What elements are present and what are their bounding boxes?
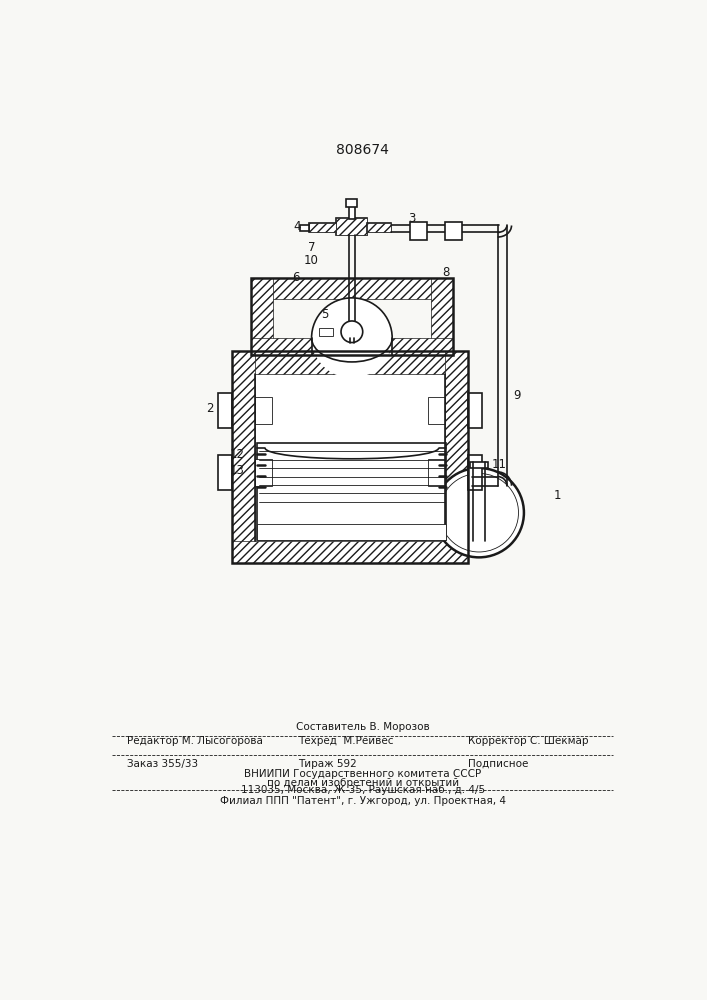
Circle shape xyxy=(312,298,392,378)
Bar xyxy=(257,443,446,540)
Text: 11: 11 xyxy=(491,458,506,471)
Text: 12: 12 xyxy=(230,448,245,461)
Text: по делам изобретений и открытий: по делам изобретений и открытий xyxy=(267,778,459,788)
Text: 7: 7 xyxy=(308,241,315,254)
Text: Заказ 355/33: Заказ 355/33 xyxy=(127,759,198,769)
Bar xyxy=(337,218,368,235)
Bar xyxy=(300,225,309,231)
Bar xyxy=(251,278,452,299)
Text: Подписное: Подписное xyxy=(468,759,529,769)
Bar xyxy=(468,455,482,490)
Bar xyxy=(431,278,452,355)
Bar xyxy=(410,222,427,240)
Bar xyxy=(218,455,232,490)
Bar xyxy=(232,541,468,563)
Bar xyxy=(255,459,272,486)
Bar xyxy=(232,351,468,563)
Bar xyxy=(368,223,391,232)
Bar xyxy=(251,338,452,355)
Text: 9: 9 xyxy=(513,389,520,402)
Bar xyxy=(445,222,462,240)
Bar xyxy=(320,328,333,336)
Text: 2: 2 xyxy=(206,402,214,415)
Circle shape xyxy=(434,468,524,557)
Bar xyxy=(337,218,368,235)
Text: 6: 6 xyxy=(292,271,300,284)
Circle shape xyxy=(341,321,363,343)
Text: 8: 8 xyxy=(442,266,449,279)
Bar xyxy=(445,351,468,563)
Text: 808674: 808674 xyxy=(337,143,389,157)
Bar xyxy=(309,223,337,232)
Bar xyxy=(428,459,445,486)
Bar xyxy=(468,393,482,428)
Text: 10: 10 xyxy=(304,254,319,267)
Text: Составитель В. Морозов: Составитель В. Морозов xyxy=(296,722,430,732)
Bar xyxy=(251,278,452,355)
Bar xyxy=(232,351,468,563)
Bar xyxy=(346,199,357,207)
Text: Филиал ППП "Патент", г. Ужгород, ул. Проектная, 4: Филиал ППП "Патент", г. Ужгород, ул. Про… xyxy=(220,796,506,806)
Bar xyxy=(257,524,446,540)
Text: ВНИИПИ Государственного комитета СССР: ВНИИПИ Государственного комитета СССР xyxy=(244,769,481,779)
Text: Техред  М.Рейвес: Техред М.Рейвес xyxy=(298,736,393,746)
Bar xyxy=(469,462,489,468)
Text: Редактор М. Лысогорова: Редактор М. Лысогорова xyxy=(127,736,263,746)
Text: 4: 4 xyxy=(293,220,301,233)
Text: 5: 5 xyxy=(321,308,328,321)
Text: 13: 13 xyxy=(230,464,245,477)
Text: 113035, Москва, Ж-35, Раушская наб., д. 4/5: 113035, Москва, Ж-35, Раушская наб., д. … xyxy=(240,785,485,795)
Text: Корректор С. Шекмар: Корректор С. Шекмар xyxy=(468,736,589,746)
Bar xyxy=(218,393,232,428)
Bar xyxy=(349,206,355,219)
Bar xyxy=(368,223,391,232)
Text: 1: 1 xyxy=(554,489,561,502)
Bar xyxy=(309,223,337,232)
Bar xyxy=(255,397,272,424)
Bar xyxy=(251,278,273,355)
Text: Тираж 592: Тираж 592 xyxy=(298,759,356,769)
Bar xyxy=(428,397,445,424)
Text: 3: 3 xyxy=(409,212,416,225)
Bar xyxy=(232,351,468,374)
Bar xyxy=(232,351,255,563)
